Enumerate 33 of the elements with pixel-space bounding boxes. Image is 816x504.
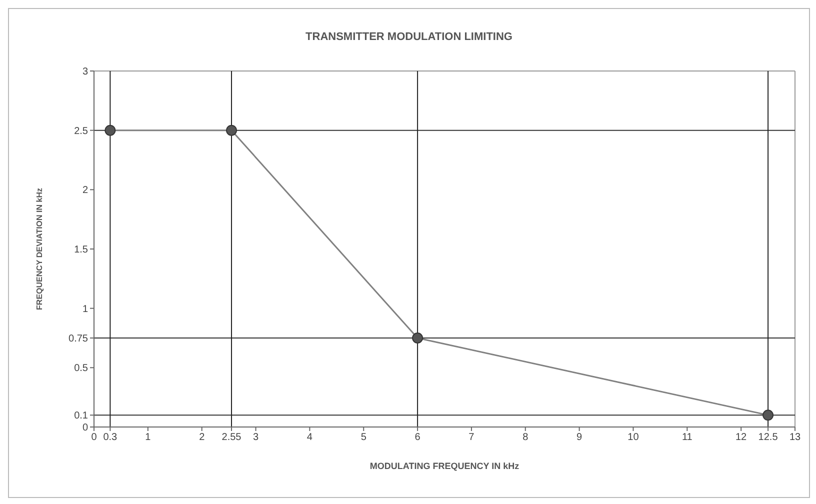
x-tick-label: 12	[736, 432, 748, 444]
x-tick-label: 4	[306, 432, 313, 444]
x-tick-label: 7	[468, 432, 475, 444]
x-tick-label: 8	[522, 432, 529, 444]
y-tick-label: 2.5	[74, 126, 88, 137]
y-tick-label: 0.1	[74, 410, 88, 422]
point	[104, 124, 116, 136]
point	[762, 410, 774, 421]
x-tick-label: 1	[145, 432, 152, 444]
x-tick-label: 6	[414, 432, 421, 444]
x-tick-label: 11	[682, 432, 693, 444]
y-tick-label: 0	[82, 422, 88, 434]
x-tick-label: 12.5	[758, 432, 778, 444]
x-tick-label: 13	[789, 432, 801, 444]
x-tick-label: 2	[199, 432, 206, 444]
x-tick-label: 10	[628, 432, 640, 444]
point	[412, 332, 424, 344]
x-tick-label: 2.55	[222, 432, 242, 444]
y-tick-label: 1.5	[74, 244, 88, 256]
y-tick-label: 1	[82, 304, 88, 315]
y-tick-label: 2	[82, 185, 88, 196]
chart-title: TRANSMITTER MODULATION LIMITING	[304, 31, 514, 43]
x-tick-label: 9	[576, 432, 583, 444]
x-tick-label: 0.3	[103, 432, 118, 444]
y-tick-label: 0.75	[68, 334, 88, 345]
y-axis-title: FREQUENCY DEVIATION IN kHz	[34, 188, 44, 310]
x-axis-title: MODULATING FREQUENCY IN kHz	[370, 461, 520, 471]
point	[226, 124, 238, 136]
x-tick-label: 0	[91, 432, 98, 444]
y-tick-label: 0.5	[74, 363, 88, 374]
x-tick-label: 3	[252, 432, 259, 444]
y-tick-label: 3	[82, 66, 88, 78]
x-tick-label: 5	[360, 432, 367, 444]
